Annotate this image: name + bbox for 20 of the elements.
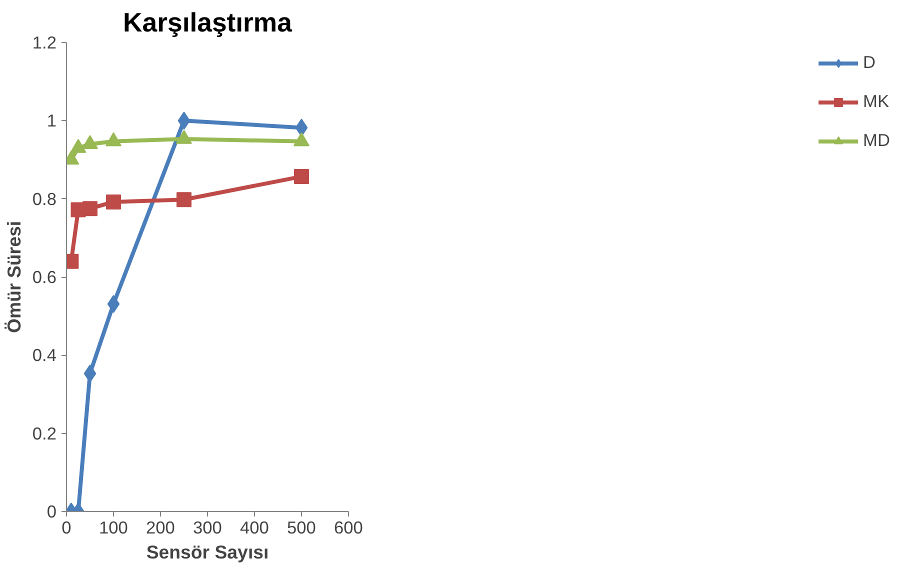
x-tick-label: 500 [287, 518, 316, 538]
x-tick-label: 0 [62, 518, 72, 538]
x-tick-label: 400 [240, 518, 269, 538]
legend-label: MK [863, 91, 890, 112]
y-tick-label: 0 [46, 502, 57, 522]
x-tick-label: 100 [99, 518, 128, 538]
chart-title: Karşılaştırma [123, 8, 292, 38]
y-tick-label: 0.2 [32, 423, 57, 444]
y-tick-label: 1 [46, 110, 57, 131]
y-tick-label: 0.4 [32, 345, 57, 366]
y-axis-title: Ömür Süresi [3, 221, 24, 333]
x-axis-title: Sensör Sayısı [146, 542, 269, 562]
y-tick-label: 0.8 [32, 188, 57, 209]
legend-label: D [863, 52, 877, 73]
x-tick-label: 300 [193, 518, 222, 538]
y-tick-label: 0.6 [32, 267, 57, 287]
x-tick-label: 600 [334, 518, 363, 538]
legend-label: MD [863, 130, 890, 151]
y-tick-label: 1.2 [32, 32, 57, 52]
x-tick-label: 200 [146, 518, 175, 538]
